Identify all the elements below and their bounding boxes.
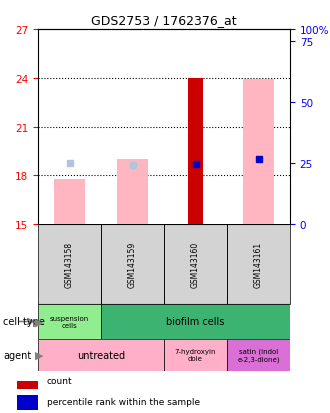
Bar (53, 179, 85, 224)
Bar (227, 339, 290, 371)
Bar (116, 159, 148, 224)
Bar (164, 224, 227, 304)
Text: cell type: cell type (3, 317, 45, 327)
Text: GSM143161: GSM143161 (254, 241, 263, 287)
Text: 7-hydroxyin
dole: 7-hydroxyin dole (175, 349, 216, 362)
Bar (16, 395, 38, 410)
Text: GSM143158: GSM143158 (65, 241, 74, 287)
Text: ▶: ▶ (35, 350, 43, 360)
Bar (38, 304, 101, 339)
Bar (101, 224, 164, 304)
Text: percentile rank within the sample: percentile rank within the sample (47, 397, 200, 406)
Text: GSM143159: GSM143159 (128, 241, 137, 287)
Bar (101, 304, 290, 339)
Bar (187, 78, 203, 224)
Bar (38, 224, 101, 304)
Text: suspension
cells: suspension cells (50, 315, 89, 328)
Bar (227, 224, 290, 304)
Text: ▶: ▶ (35, 317, 43, 327)
Text: satin (indol
e-2,3-dione): satin (indol e-2,3-dione) (237, 348, 280, 362)
Bar (38, 339, 164, 371)
Bar (16, 375, 38, 389)
Title: GDS2753 / 1762376_at: GDS2753 / 1762376_at (91, 14, 237, 27)
Text: GSM143160: GSM143160 (191, 241, 200, 287)
Bar (164, 339, 227, 371)
Text: count: count (47, 377, 73, 386)
Text: untreated: untreated (77, 350, 125, 360)
Bar (243, 80, 274, 224)
Text: agent: agent (3, 350, 32, 360)
Text: biofilm cells: biofilm cells (166, 317, 225, 327)
